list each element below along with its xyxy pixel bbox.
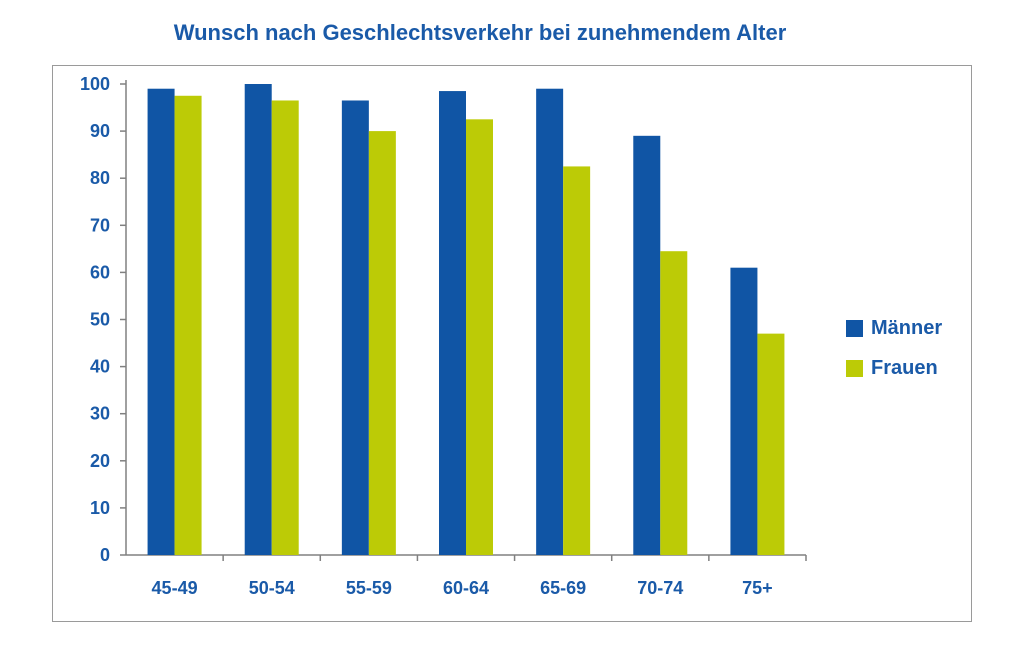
- y-tick-label: 60: [90, 262, 110, 282]
- chart-title: Wunsch nach Geschlechtsverkehr bei zuneh…: [173, 20, 787, 45]
- bar-frauen: [174, 95, 202, 556]
- y-tick-label: 30: [90, 404, 110, 424]
- bar-maenner: [341, 100, 369, 556]
- y-tick-label: 80: [90, 168, 110, 188]
- y-tick-label: 70: [90, 215, 110, 235]
- y-tick-label: 100: [80, 74, 110, 94]
- y-tick-label: 50: [90, 310, 110, 330]
- bar-frauen: [563, 166, 591, 556]
- bar-frauen: [271, 100, 299, 556]
- x-tick-label: 75+: [742, 578, 773, 598]
- x-tick-label: 45-49: [152, 578, 198, 598]
- legend-swatch-frauen: [846, 359, 863, 377]
- bar-maenner: [147, 88, 175, 556]
- bar-maenner: [730, 267, 758, 555]
- y-tick-label: 10: [90, 498, 110, 518]
- y-tick-label: 40: [90, 357, 110, 377]
- bar-frauen: [757, 333, 785, 555]
- bar-maenner: [244, 84, 272, 555]
- y-tick-label: 90: [90, 121, 110, 141]
- x-tick-label: 55-59: [346, 578, 392, 598]
- bar-maenner: [439, 91, 466, 555]
- y-tick-label: 0: [100, 545, 110, 565]
- legend: Männer Frauen: [846, 308, 942, 388]
- x-tick-label: 65-69: [540, 578, 586, 598]
- legend-item-frauen: Frauen: [846, 348, 942, 388]
- x-tick-label: 50-54: [249, 578, 295, 598]
- x-tick-label: 60-64: [443, 578, 489, 598]
- legend-label-frauen: Frauen: [871, 356, 938, 379]
- bar-frauen: [466, 119, 493, 555]
- legend-label-maenner: Männer: [871, 316, 943, 339]
- bar-frauen: [368, 131, 396, 555]
- x-tick-label: 70-74: [637, 578, 683, 598]
- bar-maenner: [536, 88, 564, 556]
- legend-swatch-maenner: [846, 319, 863, 337]
- chart-frame: [52, 65, 972, 622]
- y-tick-label: 20: [90, 451, 110, 471]
- bar-maenner: [633, 135, 661, 555]
- legend-item-maenner: Männer: [846, 308, 942, 348]
- bar-frauen: [660, 251, 688, 555]
